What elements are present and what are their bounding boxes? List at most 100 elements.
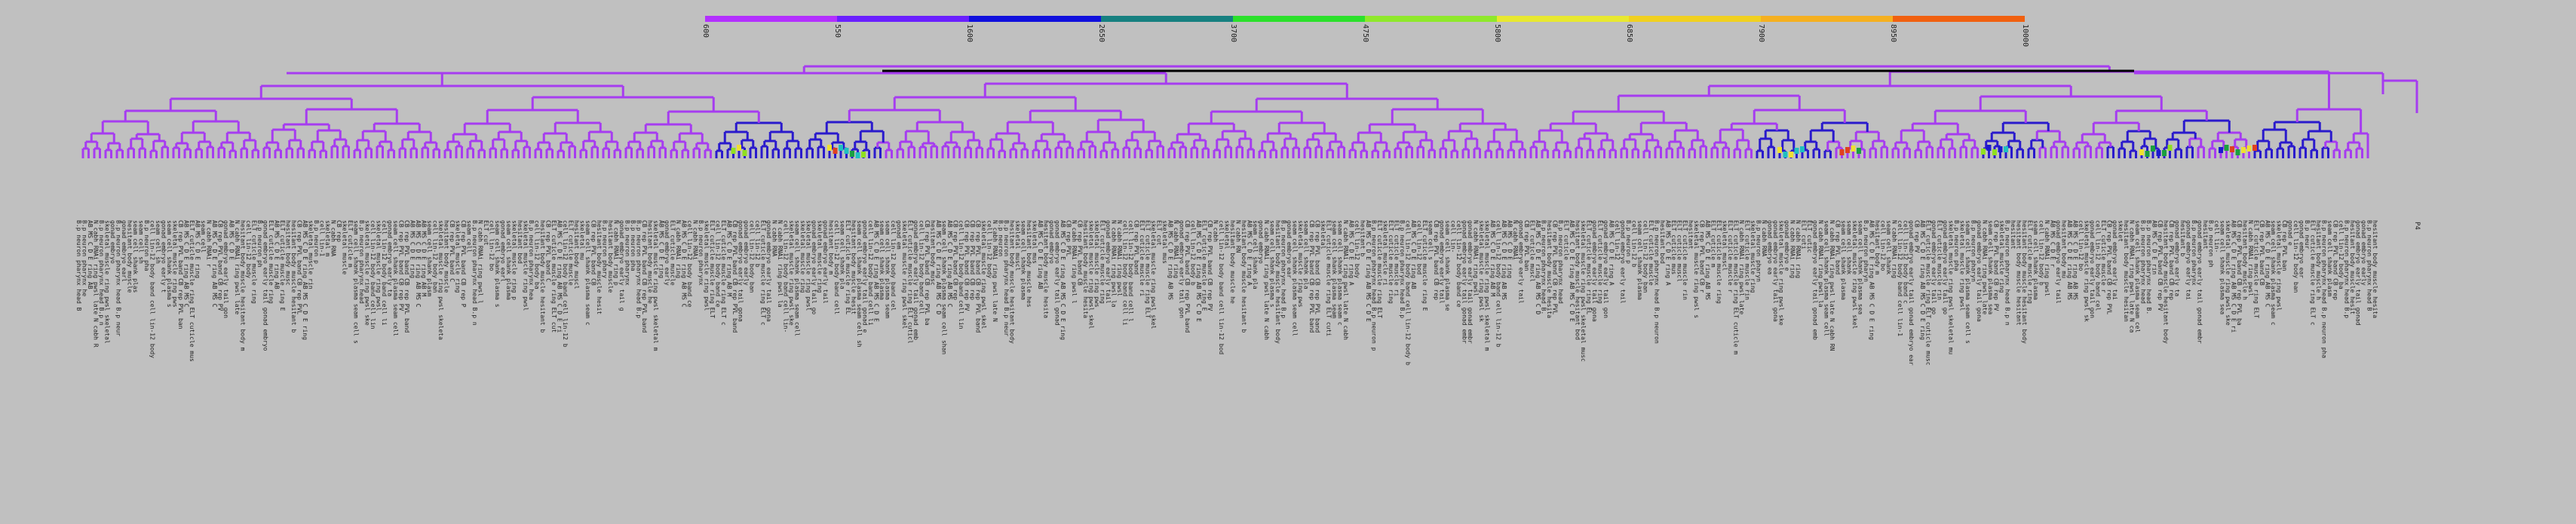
leaf-label: cell lin-12 body [1354,220,1360,279]
leaf-label: CB rep PVL band CB rep PVL ba [924,220,931,326]
leaf-label: CB rep PVL band CB rep PV [963,220,971,311]
leaf-label: hesitant b [1359,220,1366,257]
leaf-label: gonad embryo early tail gona [1591,220,1598,322]
leaf-label: B.p neuron pharynx head B.p neur [115,220,122,337]
leaf-label: AB MS C D E ring AB MS C [946,220,953,308]
leaf-label: cell lin-12 body band ce [686,220,693,308]
legend-tick-label: 3700 [1229,24,1237,43]
leaf-label: CB rep PVL band CB rep PVL ban [177,220,184,329]
leaf-label: N cabh RNAi [692,220,699,260]
legend-tick-label: 1600 [965,24,974,43]
leaf-label: seam cell shank plasma sea [1857,220,1864,315]
leaf-label: gonad embryo early tail gonad [2354,220,2362,326]
leaf-label: seam cell shank [1885,220,1892,275]
leaf-label: CB rep PVL band CB rep PVL [1551,220,1559,315]
leaf-label: AB MS C D E ring AB MS C D E ri [556,220,563,333]
leaf-heat-mark [1998,146,2003,152]
leaf-label: ELT cuticle muscle ring ELT [709,220,716,319]
leaf-label: gonad embryo early tail gona [765,220,772,322]
legend-segment [1761,16,1893,22]
leaf-heat-mark [1845,147,1850,153]
leaf-label: AB MS C D E [228,220,235,260]
leaf-label: gonad embryo earl [499,220,507,282]
leaf-label: AB MS C D E ring AB MS C D E [1195,220,1202,322]
leaf-label: cell lin-12 [1614,220,1621,260]
leaf-label: skeletal mu [578,220,586,260]
leaf-label: seam cell shank plasma [2032,220,2039,300]
leaf-label: AB MS C D E ring AB MS [1501,220,1507,300]
leaf-label: gonad embryo early tail gon [2089,220,2096,319]
leaf-label: ELT cuticle muscle [567,220,575,286]
leaf-label: N cabh RNAi ring pwsl late N cabh R [92,220,100,348]
leaf-label: AB MS C D E ring A [1246,220,1253,286]
leaf-label: B.p neuron pharynx [2191,220,2197,286]
leaf-label: hesitant body m [827,220,835,275]
leaf-label: gonad embryo early tail gonad e [861,220,869,333]
leaf-label: seam cell shank plasma seam [1331,220,1338,319]
leaf-label: CB rep PVL band CB [590,220,597,286]
leaf-label: ELT cuticle mus [1670,220,1677,275]
leaf-label: seam cell shank plasma [505,220,512,300]
leaf-label: cell lin-12 body band cel [890,220,897,311]
leaf-label: AB MS C D E ring AB MS [1167,220,1174,300]
leaf-label: CB rep PVL band CB rep PVL band [403,220,410,333]
leaf-label: CB rep PVL band CB rep PVL band [974,220,982,333]
leaf-label: ELT cuticle muscle ring [2026,220,2034,304]
leaf-label: skeletal muscle ring pwsl [805,220,812,311]
legend-tick-label: 5800 [1493,24,1501,43]
leaf-label: skeletal muscle ring pwsl skeleta [437,220,444,340]
leaf-heat-mark [2252,145,2257,151]
leaf-label: B.p neuron pha [630,220,636,271]
leaf-label: B.p neuron pharynx he [81,220,88,297]
leaf-label: CB rep PVL band CB rep [1433,220,1440,300]
leaf-label: seam cell shank plasma seam cell s [352,220,360,344]
leaf-label: B.p neuron pharynx head B.p [1399,220,1406,319]
leaf-label: ELT cut [1155,220,1163,246]
leaf-label: gonad embryo ea [1766,220,1774,275]
legend-segment [705,16,837,22]
leaf-label: AB MS C D E ring A [1664,220,1672,286]
leaf-label: gonad embryo early tail [1438,220,1446,304]
leaf-label: B.p neuron p [1625,220,1632,264]
leaf-label: B.p neuron pharynx head B.p n [98,220,105,326]
leaf-label: seam cell shank plasma se [1444,220,1451,311]
leaf-label: skeletal muscle [341,220,348,275]
leaf-heat-mark [1783,152,1788,158]
leaf-label: B.p neuron ph [256,220,263,268]
legend-tick-label: 4750 [1361,24,1369,43]
leaf-heat-mark [1794,148,1799,154]
leaf-label: hesitant body muscle hesitant b [1240,220,1247,333]
leaf-label: skeletal muscle ring pwsl skel [901,220,908,329]
leaf-label: ELT cuticle muscle r [2100,220,2107,293]
leaf-label: N cabh RNAi ring pwsl late [1738,220,1745,315]
leaf-label: cell lin-12 body ba [533,220,541,290]
leaf-heat-mark [2162,150,2167,156]
leaf-heat-mark [855,152,860,158]
leaf-label: N cabh RNAi ring pwsl l [477,220,484,304]
leaf-label: ELT cuticle muscle ring ELT c [2309,220,2317,326]
leaf-label: cell lin-12 body band cell lin-12 body [149,220,156,359]
leaf-heat-mark [1800,146,1805,152]
leaf-heat-mark [850,151,854,157]
leaf-label: N cabh RNAi ring pwsl late [1981,220,1989,315]
leaf-label: AB MS C D E ring AB MS C D E ring [1060,220,1066,340]
leaf-label: hesitant body muscle hesitant b [290,220,297,333]
leaf-label: AB MS C D E ring AB MS C D E ring [1868,220,1875,340]
leaf-label: skeletal muscle ring pwsl skeletal [103,220,111,344]
leaf-label: cell lin-12 body ban [1642,220,1649,293]
leaf-label: seam cell shank plasma s [1268,220,1276,308]
leaf-label: seam cell shank plasma seam c [1336,220,1344,326]
leaf-label: skeletal muscl [1014,220,1021,271]
leaf-label: cell lin-12 body band ce [1455,220,1462,308]
legend-segment [969,16,1101,22]
leaf-label: B.p neuron pharynx head B [2366,220,2373,311]
leaf-label: gonad embryo early tail gon [222,220,229,319]
leaf-label: hesitant body muscle h [2241,220,2249,300]
leaf-label: seam cell shank plasma seam cel [2134,220,2141,333]
leaf-label: cell lin- [1449,220,1457,253]
leaf-heat-mark [2246,146,2252,152]
leaf-label: gonad embryo early tail gona [1772,220,1779,322]
leaf-label: seam cell shank plasma s [166,220,173,308]
leaf-label: hesitant body muscle hesitant body [2162,220,2170,344]
leaf-label: skeletal muscle ring [1998,220,2005,293]
